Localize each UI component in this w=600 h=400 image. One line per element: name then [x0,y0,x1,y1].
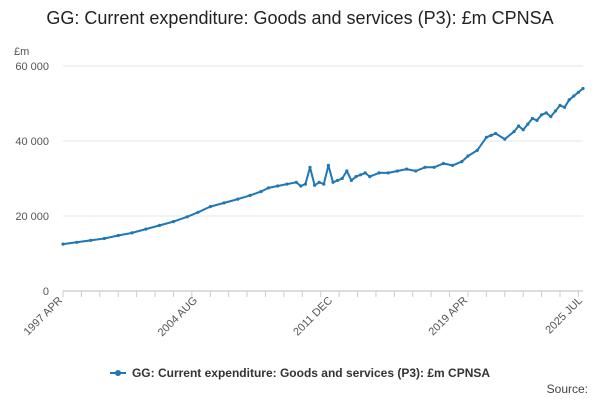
data-point[interactable] [331,180,335,184]
data-point[interactable] [61,242,65,246]
data-point[interactable] [535,118,539,122]
data-point[interactable] [259,190,263,194]
data-point[interactable] [299,184,303,188]
data-point[interactable] [572,94,576,98]
y-axis-ticks: 0 20 000 40 000 60 000 [15,61,49,298]
data-point[interactable] [460,160,464,164]
data-point[interactable] [336,178,340,182]
data-point[interactable] [326,163,330,167]
x-tick-label: 1997 APR [22,295,66,339]
data-point[interactable] [553,109,558,113]
data-point[interactable] [222,201,226,205]
data-point[interactable] [558,103,562,107]
data-point[interactable] [317,180,321,184]
legend[interactable]: GG: Current expenditure: Goods and servi… [0,366,600,380]
data-point[interactable] [75,240,79,244]
chart-title: GG: Current expenditure: Goods and servi… [46,8,554,28]
data-point[interactable] [363,171,367,175]
y-tick-label: 40 000 [15,136,49,148]
data-point[interactable] [432,165,436,169]
data-point[interactable] [236,197,240,201]
data-point[interactable] [484,135,488,139]
y-axis-unit-label: £m [14,46,30,58]
data-point[interactable] [489,133,493,137]
x-tick-label: 2019 APR [427,295,471,339]
data-point[interactable] [549,115,553,119]
data-point[interactable] [377,171,381,175]
data-point[interactable] [308,165,312,169]
data-point[interactable] [359,173,363,177]
data-point[interactable] [185,215,189,219]
data-point[interactable] [340,176,344,181]
data-point[interactable] [158,223,162,227]
data-point[interactable] [466,154,470,158]
series-layer [61,86,585,246]
data-point[interactable] [144,227,148,231]
x-tick-label: 2004 AUG [156,295,200,339]
data-point[interactable] [345,169,349,173]
data-point[interactable] [512,130,516,134]
data-point[interactable] [423,165,427,169]
data-point[interactable] [171,220,175,224]
data-point[interactable] [196,210,200,214]
legend-label: GG: Current expenditure: Goods and servi… [131,366,491,380]
data-point[interactable] [441,161,445,166]
data-point[interactable] [567,98,571,102]
data-point[interactable] [395,169,399,173]
data-point[interactable] [368,175,372,179]
data-point[interactable] [102,236,106,241]
data-point[interactable] [494,131,498,136]
y-tick-label: 60 000 [15,61,49,73]
data-point[interactable] [581,86,585,91]
data-point[interactable] [266,186,271,190]
legend-line-marker-icon [109,369,126,376]
data-point[interactable] [563,105,567,109]
data-point[interactable] [405,167,409,171]
data-point[interactable] [503,137,507,141]
data-point[interactable] [276,184,280,188]
data-point[interactable] [521,128,525,132]
data-point[interactable] [285,182,289,186]
data-point[interactable] [248,193,252,197]
data-point[interactable] [526,122,530,126]
data-point[interactable] [475,148,479,152]
x-tick-label: 2025 JUL [543,295,585,337]
data-point[interactable] [414,169,418,173]
data-point[interactable] [313,183,317,187]
data-point[interactable] [517,124,521,128]
data-point[interactable] [130,231,134,235]
data-point[interactable] [544,111,548,115]
y-tick-label: 20 000 [15,211,49,223]
data-point[interactable] [303,182,307,186]
data-point[interactable] [451,163,455,167]
data-point[interactable] [349,178,353,182]
x-axis: 1997 APR 2004 AUG 2011 DEC 2019 APR 2025 JUL [22,291,585,339]
data-point[interactable] [294,180,298,184]
source-label: Source: [546,382,588,396]
x-tick-label: 2011 DEC [291,295,335,339]
data-point[interactable] [576,90,581,94]
y-tick-label: 0 [43,286,49,298]
data-point[interactable] [354,175,358,179]
data-point[interactable] [89,238,93,242]
data-point[interactable] [116,233,120,238]
series-line [62,87,584,246]
data-point[interactable] [322,182,326,186]
gridlines [63,65,583,292]
data-point[interactable] [208,205,212,209]
data-point[interactable] [386,171,390,175]
data-point[interactable] [530,116,535,121]
data-point[interactable] [540,113,544,117]
